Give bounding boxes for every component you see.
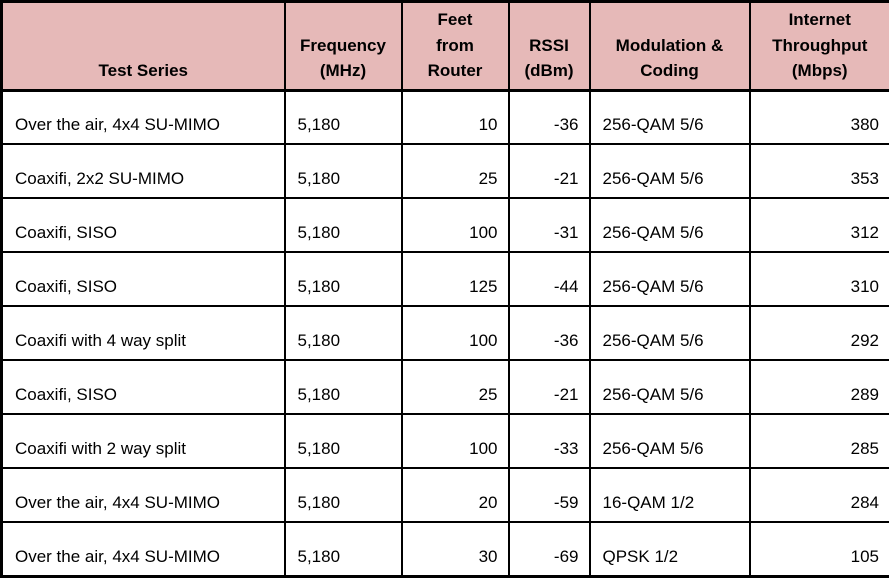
column-header-internet-throughput-mbps: Internet Throughput (Mbps) [750,2,889,91]
cell-throughput-mbps: 284 [750,468,889,522]
cell-frequency-mhz: 5,180 [285,90,402,144]
cell-test-series: Over the air, 4x4 SU-MIMO [2,468,285,522]
cell-throughput-mbps: 380 [750,90,889,144]
table-header-row: Test Series Frequency (MHz) Feet from Ro… [2,2,889,91]
cell-feet-from-router: 10 [402,90,509,144]
cell-modulation-coding: 256-QAM 5/6 [590,252,750,306]
cell-rssi-dbm: -21 [509,144,590,198]
cell-test-series: Coaxifi with 2 way split [2,414,285,468]
cell-test-series: Coaxifi, SISO [2,252,285,306]
cell-frequency-mhz: 5,180 [285,198,402,252]
cell-feet-from-router: 25 [402,144,509,198]
cell-throughput-mbps: 289 [750,360,889,414]
cell-frequency-mhz: 5,180 [285,414,402,468]
cell-test-series: Coaxifi, 2x2 SU-MIMO [2,144,285,198]
column-header-test-series: Test Series [2,2,285,91]
cell-frequency-mhz: 5,180 [285,360,402,414]
cell-throughput-mbps: 285 [750,414,889,468]
cell-modulation-coding: 256-QAM 5/6 [590,90,750,144]
cell-test-series: Over the air, 4x4 SU-MIMO [2,90,285,144]
cell-throughput-mbps: 292 [750,306,889,360]
cell-rssi-dbm: -44 [509,252,590,306]
cell-rssi-dbm: -59 [509,468,590,522]
cell-feet-from-router: 20 [402,468,509,522]
column-header-rssi-dbm: RSSI (dBm) [509,2,590,91]
cell-feet-from-router: 100 [402,414,509,468]
cell-frequency-mhz: 5,180 [285,252,402,306]
cell-modulation-coding: 256-QAM 5/6 [590,306,750,360]
cell-modulation-coding: 256-QAM 5/6 [590,198,750,252]
cell-throughput-mbps: 312 [750,198,889,252]
cell-frequency-mhz: 5,180 [285,144,402,198]
cell-feet-from-router: 125 [402,252,509,306]
cell-modulation-coding: 256-QAM 5/6 [590,360,750,414]
cell-throughput-mbps: 310 [750,252,889,306]
cell-frequency-mhz: 5,180 [285,522,402,576]
cell-modulation-coding: 256-QAM 5/6 [590,414,750,468]
cell-test-series: Over the air, 4x4 SU-MIMO [2,522,285,576]
cell-frequency-mhz: 5,180 [285,468,402,522]
cell-rssi-dbm: -36 [509,306,590,360]
column-header-feet-from-router: Feet from Router [402,2,509,91]
cell-feet-from-router: 100 [402,306,509,360]
cell-test-series: Coaxifi, SISO [2,198,285,252]
cell-feet-from-router: 100 [402,198,509,252]
cell-feet-from-router: 30 [402,522,509,576]
cell-modulation-coding: QPSK 1/2 [590,522,750,576]
cell-rssi-dbm: -31 [509,198,590,252]
cell-feet-from-router: 25 [402,360,509,414]
cell-modulation-coding: 16-QAM 1/2 [590,468,750,522]
column-header-modulation-coding: Modulation & Coding [590,2,750,91]
cell-test-series: Coaxifi with 4 way split [2,306,285,360]
cell-modulation-coding: 256-QAM 5/6 [590,144,750,198]
cell-rssi-dbm: -21 [509,360,590,414]
cell-rssi-dbm: -33 [509,414,590,468]
cell-rssi-dbm: -69 [509,522,590,576]
column-header-frequency-mhz: Frequency (MHz) [285,2,402,91]
cell-rssi-dbm: -36 [509,90,590,144]
cell-test-series: Coaxifi, SISO [2,360,285,414]
cell-throughput-mbps: 105 [750,522,889,576]
cell-frequency-mhz: 5,180 [285,306,402,360]
cell-throughput-mbps: 353 [750,144,889,198]
